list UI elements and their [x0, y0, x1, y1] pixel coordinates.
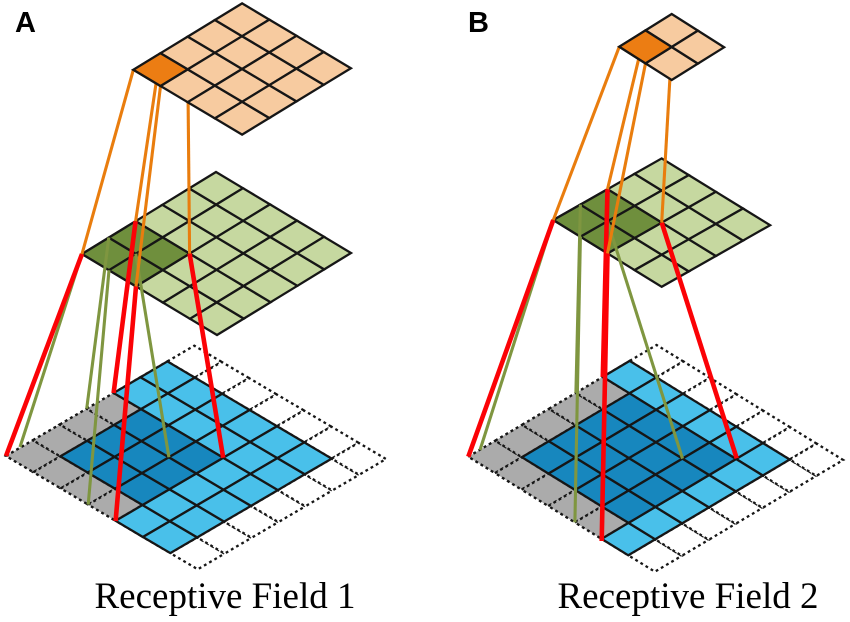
orange-line	[80, 69, 135, 255]
grid-cell	[58, 471, 118, 506]
olive-line	[85, 237, 111, 409]
orange-line	[551, 46, 621, 221]
orange-line	[134, 86, 163, 287]
output-grid	[131, 2, 354, 136]
olive-line	[134, 253, 171, 458]
grid-cell	[274, 409, 334, 444]
olive-line	[606, 220, 684, 460]
red-line	[3, 253, 85, 457]
grid-cell	[617, 29, 674, 65]
hidden-grid	[79, 170, 354, 337]
panel-a-label: A	[15, 7, 36, 39]
caption-receptive-field-2: Receptive Field 2	[557, 576, 819, 617]
grid-cell	[669, 29, 727, 65]
red-line	[466, 219, 556, 458]
grid-cell	[302, 425, 361, 460]
grid-cell	[275, 441, 334, 476]
red-projection-lines	[3, 220, 226, 522]
input-grid	[466, 343, 846, 574]
olive-line	[86, 270, 111, 505]
grid-cell	[680, 441, 739, 477]
grid-cell	[329, 441, 389, 477]
panel-b-label: B	[468, 7, 489, 39]
red-line	[599, 253, 610, 542]
caption-receptive-field-1: Receptive Field 1	[94, 576, 356, 617]
grid-cell	[3, 438, 63, 474]
grid-cell	[294, 50, 354, 87]
olive-line	[573, 236, 582, 523]
grid-cell	[294, 235, 354, 271]
grid-cell	[131, 51, 190, 88]
red-projection-lines	[466, 189, 739, 542]
red-line	[659, 221, 739, 459]
output-grid	[617, 12, 727, 82]
grid-cell	[713, 207, 773, 242]
orange-line	[605, 63, 648, 254]
panel-A	[3, 2, 389, 571]
red-line	[113, 286, 139, 522]
grid-cell	[31, 455, 90, 490]
red-line	[111, 220, 138, 394]
red-line	[187, 253, 226, 459]
panel-B	[466, 12, 846, 574]
input-grid	[3, 344, 389, 571]
grid-cell	[787, 442, 846, 478]
